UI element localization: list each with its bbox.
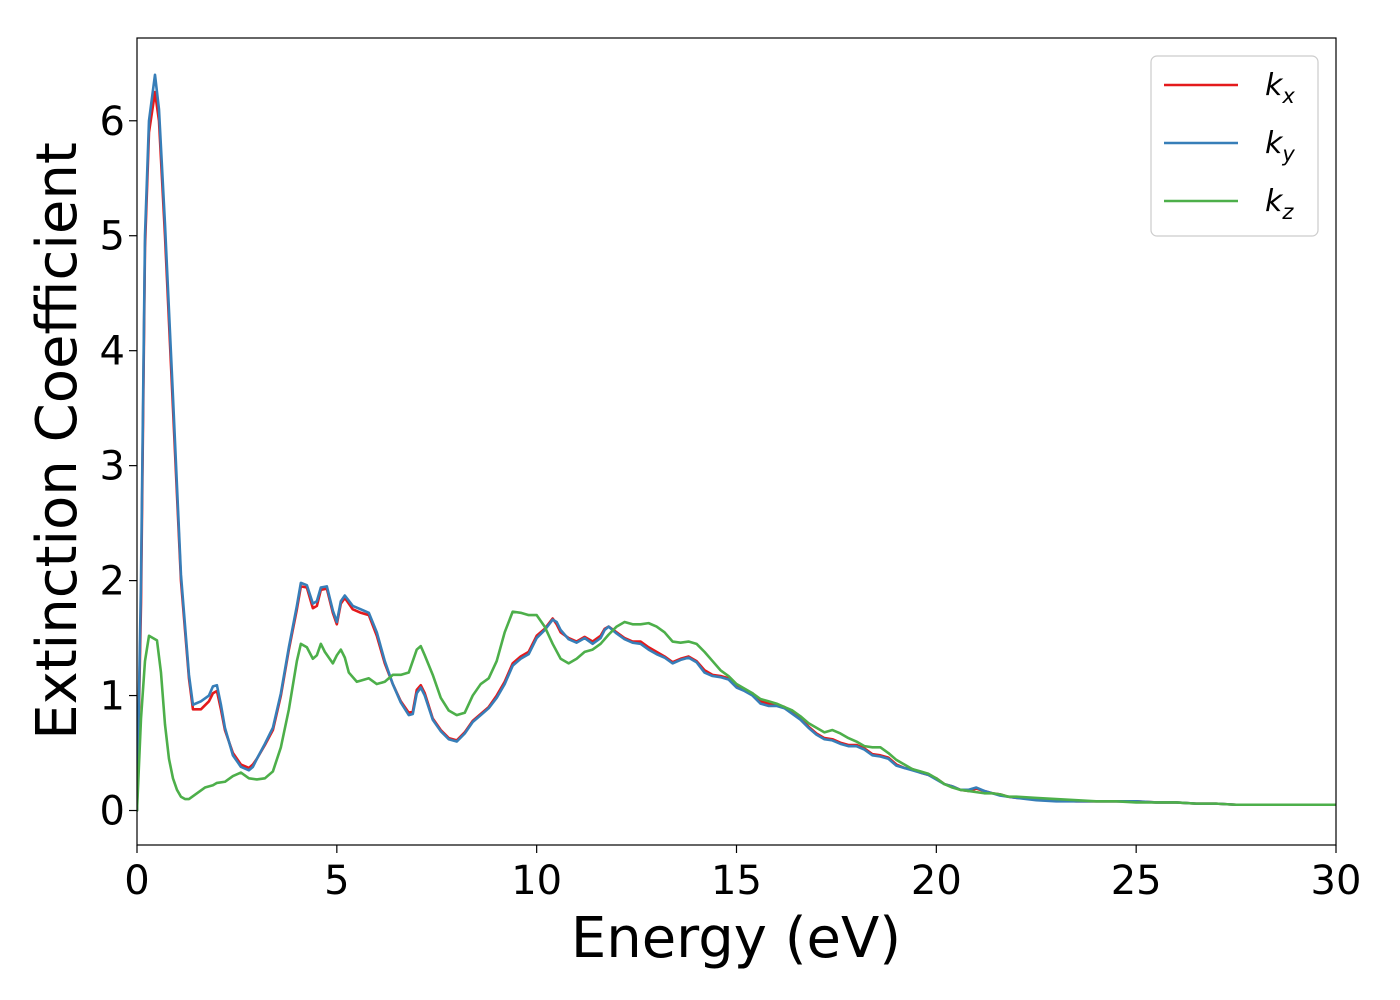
x-tick-label: 20 — [911, 858, 962, 904]
y-tick-label: 3 — [100, 444, 125, 490]
x-tick-label: 15 — [711, 858, 762, 904]
x-tick-label: 0 — [124, 858, 149, 904]
legend-box — [1150, 55, 1319, 237]
y-tick-label: 6 — [100, 99, 125, 145]
x-tick-label: 5 — [324, 858, 349, 904]
legend: kx ky kz — [1150, 55, 1319, 237]
x-tick-label: 10 — [511, 858, 562, 904]
y-tick-label: 1 — [100, 674, 125, 720]
legend-label-y: ky — [1265, 126, 1295, 166]
x-axis-ticks: 0 5 10 15 20 25 30 — [124, 845, 1361, 904]
y-axis-ticks: 0 1 2 3 4 5 6 — [100, 99, 137, 835]
y-tick-label: 4 — [100, 329, 125, 375]
x-axis-label: Energy (eV) — [571, 906, 901, 971]
x-tick-label: 25 — [1111, 858, 1162, 904]
legend-label-z: kz — [1265, 184, 1294, 224]
x-tick-label: 30 — [1311, 858, 1362, 904]
y-tick-label: 2 — [100, 559, 125, 605]
legend-label-x: kx — [1265, 68, 1295, 108]
y-axis-label: Extinction Coefficient — [25, 142, 90, 740]
series-line-z — [137, 610, 1336, 812]
y-tick-label: 0 — [100, 789, 125, 835]
y-tick-label: 5 — [100, 214, 125, 260]
series-layer — [137, 73, 1336, 812]
